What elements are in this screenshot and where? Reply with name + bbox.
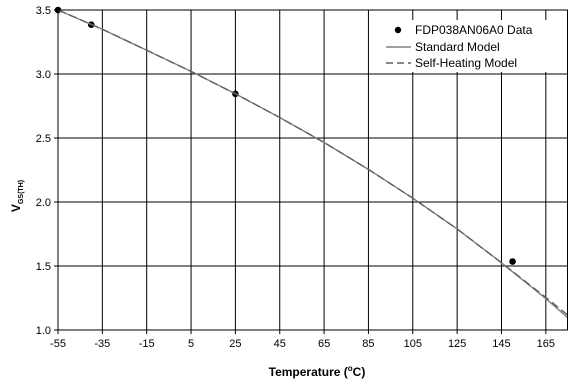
x-tick-label: 85 xyxy=(362,338,374,350)
legend: FDP038AN06A0 Data Standard Model Self-He… xyxy=(378,20,564,72)
legend-marker-data xyxy=(394,26,402,34)
x-tick-label: -55 xyxy=(50,338,66,350)
x-tick-label: 105 xyxy=(404,338,422,350)
x-tick-label: 25 xyxy=(229,338,241,350)
y-tick-labels: 1.0 1.5 2.0 2.5 3.0 3.5 xyxy=(36,5,51,337)
y-tick-label: 3.0 xyxy=(36,69,51,81)
x-tick-label: 45 xyxy=(274,338,286,350)
legend-label-self-heating: Self-Heating Model xyxy=(415,56,517,70)
x-axis-title-degree: o xyxy=(348,364,353,373)
x-tick-label: 5 xyxy=(188,338,194,350)
self-heating-model-line xyxy=(57,9,568,316)
x-tick-label: -35 xyxy=(94,338,110,350)
x-tick-label: -15 xyxy=(139,338,155,350)
data-point xyxy=(509,258,516,265)
x-axis-title-tail: C) xyxy=(353,365,366,379)
x-axis-title: Temperature (oC) xyxy=(269,364,366,379)
y-tick-label: 3.5 xyxy=(36,5,51,17)
series-layer xyxy=(54,6,568,319)
y-tick-label: 2.5 xyxy=(36,133,51,145)
y-tick-label: 2.0 xyxy=(36,197,51,209)
x-tick-label: 65 xyxy=(318,338,330,350)
y-tick-label: 1.5 xyxy=(36,261,51,273)
y-axis-title: VGS(TH) xyxy=(9,180,25,212)
tick-marks xyxy=(54,9,547,334)
y-axis-title-subscript: GS(TH) xyxy=(18,180,25,204)
x-tick-label: 145 xyxy=(492,338,510,350)
legend-label-data: FDP038AN06A0 Data xyxy=(415,23,533,37)
x-tick-labels: -55 -35 -15 5 25 45 65 85 105 125 145 165 xyxy=(50,338,555,350)
x-tick-label: 165 xyxy=(537,338,555,350)
x-tick-label: 125 xyxy=(448,338,466,350)
legend-label-standard: Standard Model xyxy=(415,40,500,54)
y-tick-label: 1.0 xyxy=(36,325,51,337)
